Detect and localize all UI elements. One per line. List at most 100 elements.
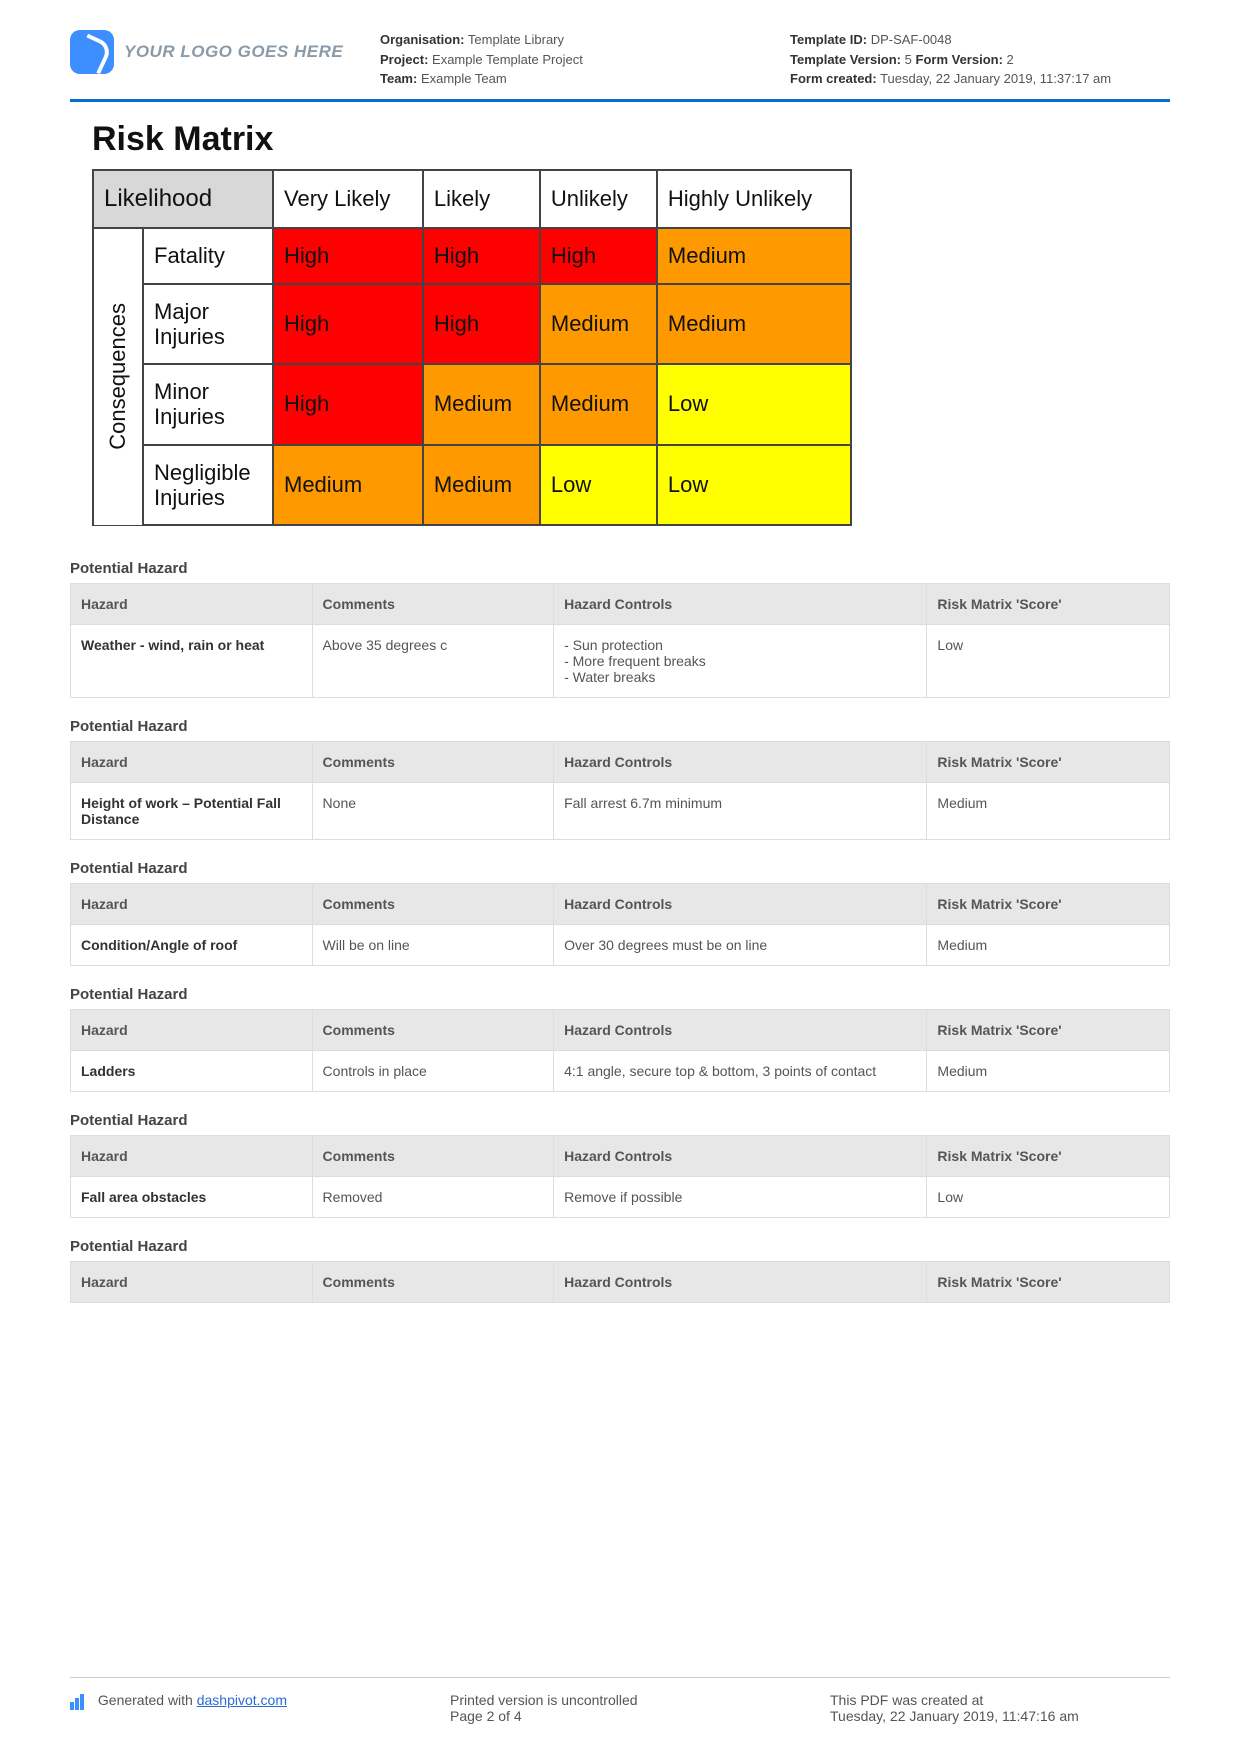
hazard-score: Medium [927,924,1169,965]
dashpivot-icon [70,1694,88,1708]
hazard-name: Height of work – Potential Fall Distance [71,782,313,839]
project-value: Example Template Project [432,52,583,67]
col-header-3: Highly Unlikely [657,170,851,228]
page-footer: Generated with dashpivot.com Printed ver… [70,1677,1170,1724]
hazard-comments: Controls in place [313,1050,555,1091]
hazard-section: Potential Hazard HazardCommentsHazard Con… [70,1112,1170,1218]
matrix-cell: High [273,284,423,365]
hazard-col-comments: Comments [313,1136,555,1176]
likelihood-header: Likelihood [93,170,273,228]
hazard-col-hazard: Hazard [71,1010,313,1050]
hazard-col-score: Risk Matrix 'Score' [927,1010,1169,1050]
hazard-section-title: Potential Hazard [70,1112,1170,1129]
hazard-section-title: Potential Hazard [70,1238,1170,1255]
hazard-controls: Fall arrest 6.7m minimum [554,782,927,839]
hazard-score: Medium [927,1050,1169,1091]
hazard-name: Condition/Angle of roof [71,924,313,965]
matrix-cell: Medium [657,228,851,284]
hazard-col-hazard: Hazard [71,1262,313,1302]
hazard-table: HazardCommentsHazard ControlsRisk Matrix… [70,1135,1170,1218]
matrix-cell: High [273,228,423,284]
hazard-comments: Will be on line [313,924,555,965]
hazard-row: Height of work – Potential Fall Distance… [71,782,1169,839]
hazard-table: HazardCommentsHazard ControlsRisk Matrix… [70,883,1170,966]
hazard-comments: Above 35 degrees c [313,624,555,697]
footer-right: This PDF was created at Tuesday, 22 Janu… [830,1692,1170,1724]
consequences-header: Consequences [93,228,143,526]
hazard-col-hazard: Hazard [71,1136,313,1176]
team-value: Example Team [421,71,507,86]
hazard-section: Potential Hazard HazardCommentsHazard Con… [70,860,1170,966]
hazard-row: LaddersControls in place4:1 angle, secur… [71,1050,1169,1091]
hazard-col-hazard: Hazard [71,584,313,624]
matrix-cell: Low [540,445,657,526]
footer-uncontrolled: Printed version is uncontrolled [450,1692,790,1708]
matrix-cell: Medium [540,364,657,445]
row-header-0: Fatality [143,228,273,284]
logo-placeholder-text: YOUR LOGO GOES HERE [124,42,343,62]
hazard-table: HazardCommentsHazard ControlsRisk Matrix… [70,583,1170,698]
project-label: Project: [380,52,428,67]
hazard-col-comments: Comments [313,1262,555,1302]
hazard-section-title: Potential Hazard [70,986,1170,1003]
hazard-row: Fall area obstaclesRemovedRemove if poss… [71,1176,1169,1217]
row-header-3: Negligible Injuries [143,445,273,526]
hazard-controls: Remove if possible [554,1176,927,1217]
form-version-value: 2 [1007,52,1014,67]
form-created-value: Tuesday, 22 January 2019, 11:37:17 am [880,71,1111,86]
hazard-controls: 4:1 angle, secure top & bottom, 3 points… [554,1050,927,1091]
form-created-label: Form created: [790,71,877,86]
matrix-cell: High [273,364,423,445]
hazard-col-controls: Hazard Controls [554,1136,927,1176]
matrix-cell: Low [657,445,851,526]
hazard-section-title: Potential Hazard [70,718,1170,735]
hazard-col-controls: Hazard Controls [554,1262,927,1302]
template-version-label: Template Version: [790,52,901,67]
hazard-score: Low [927,624,1169,697]
header-meta-left: Organisation: Template Library Project: … [380,30,760,89]
hazard-name: Fall area obstacles [71,1176,313,1217]
template-version-value: 5 [905,52,912,67]
matrix-cell: High [540,228,657,284]
col-header-1: Likely [423,170,540,228]
col-header-2: Unlikely [540,170,657,228]
matrix-cell: Medium [423,364,540,445]
hazard-col-hazard: Hazard [71,884,313,924]
hazard-section: Potential Hazard HazardCommentsHazard Con… [70,986,1170,1092]
hazard-col-hazard: Hazard [71,742,313,782]
hazard-name: Ladders [71,1050,313,1091]
row-header-1: Major Injuries [143,284,273,365]
hazard-col-controls: Hazard Controls [554,884,927,924]
hazard-col-score: Risk Matrix 'Score' [927,584,1169,624]
hazard-table: HazardCommentsHazard ControlsRisk Matrix… [70,741,1170,840]
row-header-2: Minor Injuries [143,364,273,445]
logo-icon [70,30,114,74]
page-header: YOUR LOGO GOES HERE Organisation: Templa… [70,30,1170,102]
template-id-label: Template ID: [790,32,867,47]
hazard-col-comments: Comments [313,584,555,624]
matrix-cell: Medium [423,445,540,526]
footer-page: Page 2 of 4 [450,1708,790,1724]
matrix-cell: Low [657,364,851,445]
hazard-row: Weather - wind, rain or heatAbove 35 deg… [71,624,1169,697]
hazard-score: Medium [927,782,1169,839]
matrix-cell: Medium [657,284,851,365]
form-version-label: Form Version: [916,52,1003,67]
hazard-col-score: Risk Matrix 'Score' [927,1262,1169,1302]
hazard-comments: None [313,782,555,839]
header-meta-right: Template ID: DP-SAF-0048 Template Versio… [790,30,1170,89]
hazard-controls: Over 30 degrees must be on line [554,924,927,965]
hazard-controls: - Sun protection - More frequent breaks … [554,624,927,697]
hazard-table: HazardCommentsHazard ControlsRisk Matrix… [70,1009,1170,1092]
hazard-col-comments: Comments [313,884,555,924]
hazard-row: Condition/Angle of roofWill be on lineOv… [71,924,1169,965]
hazard-name: Weather - wind, rain or heat [71,624,313,697]
organisation-value: Template Library [468,32,564,47]
hazard-col-score: Risk Matrix 'Score' [927,742,1169,782]
hazard-section-title: Potential Hazard [70,860,1170,877]
risk-matrix-table: Likelihood Very Likely Likely Unlikely H… [92,169,852,527]
footer-generated-link[interactable]: dashpivot.com [197,1692,287,1708]
logo-block: YOUR LOGO GOES HERE [70,30,350,74]
matrix-cell: Medium [273,445,423,526]
hazard-col-score: Risk Matrix 'Score' [927,1136,1169,1176]
